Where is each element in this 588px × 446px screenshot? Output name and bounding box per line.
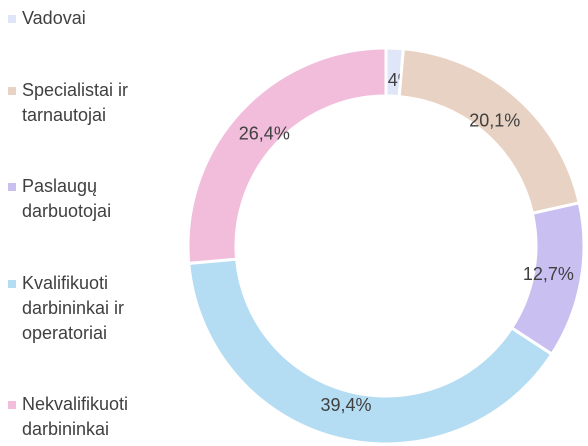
data-label: 20,1% <box>469 111 520 131</box>
legend-label: Paslaugų darbuotojai <box>22 176 112 221</box>
legend-label: Specialistai ir tarnautojai <box>22 79 129 125</box>
legend-swatch <box>8 183 16 191</box>
data-label: 26,4% <box>239 123 290 143</box>
legend-label: Vadovai <box>22 8 86 28</box>
legend-swatch <box>8 15 16 23</box>
donut-segment <box>187 257 554 446</box>
legend-label: Nekvalifikuoti darbininkai <box>22 394 129 439</box>
legend-swatch <box>8 279 16 288</box>
legend-item: Vadovai <box>8 6 178 31</box>
legend-label: Kvalifikuoti darbininkai ir operatoriai <box>22 272 125 343</box>
legend-item: Paslaugų darbuotojai <box>8 174 178 224</box>
donut-segment <box>397 47 582 216</box>
legend: Vadovai Specialistai ir tarnautojai Paslau… <box>8 6 178 442</box>
legend-swatch <box>8 401 16 409</box>
data-label: 12,7% <box>523 264 574 284</box>
legend-item: Nekvalifikuoti darbininkai <box>8 392 178 442</box>
legend-item: Specialistai ir tarnautojai <box>8 78 178 128</box>
donut-segment <box>186 46 388 266</box>
data-label: 39,4% <box>320 395 371 415</box>
legend-item: Kvalifikuoti darbininkai ir operatoriai <box>8 271 178 346</box>
legend-swatch <box>8 86 16 95</box>
